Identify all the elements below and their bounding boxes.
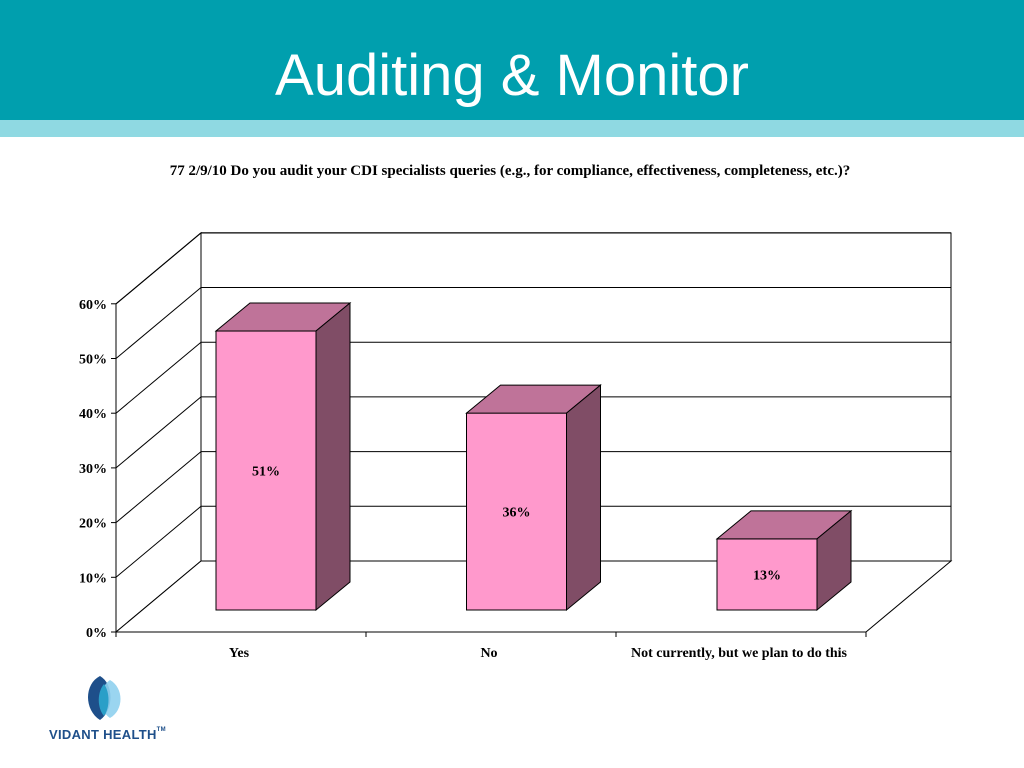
x-tick-label: No xyxy=(480,646,497,661)
x-tick-label: Not currently, but we plan to do this xyxy=(631,646,848,661)
vidant-logo-icon xyxy=(88,676,121,720)
bar-data-label: 13% xyxy=(753,568,781,583)
logo-text: VIDANT HEALTH xyxy=(49,727,157,742)
slide-title: Auditing & Monitor xyxy=(275,43,749,108)
bar-side xyxy=(315,301,351,612)
gridline xyxy=(115,505,202,578)
bar xyxy=(215,330,317,611)
gridline xyxy=(115,396,202,469)
header-band xyxy=(0,0,1024,120)
bar-data-label: 36% xyxy=(503,506,531,521)
bar-group: 36% xyxy=(465,384,602,612)
y-tick-label: 20% xyxy=(79,517,107,532)
bar xyxy=(466,412,567,611)
gridline xyxy=(115,451,202,523)
y-tick-label: 0% xyxy=(86,626,107,641)
gridline xyxy=(115,287,202,359)
y-tick-label: 50% xyxy=(79,353,107,368)
y-tick-label: 30% xyxy=(79,462,107,477)
logo-wordmark: VIDANT HEALTHTM xyxy=(49,727,166,742)
bar-group: 13% xyxy=(715,509,853,612)
bar-group: 51% xyxy=(214,301,352,612)
bar-side xyxy=(816,509,852,612)
bar xyxy=(716,538,818,611)
gridline xyxy=(115,232,202,305)
header-stripe xyxy=(0,120,1024,137)
gridline xyxy=(115,341,202,414)
y-tick-label: 10% xyxy=(79,571,107,586)
chart-title: 77 2/9/10 Do you audit your CDI speciali… xyxy=(169,163,851,179)
y-tick-label: 60% xyxy=(79,298,107,313)
y-tick-label: 40% xyxy=(79,407,107,422)
x-tick-label: Yes xyxy=(229,646,250,661)
bar-side xyxy=(566,384,601,612)
bar-data-label: 51% xyxy=(252,465,280,480)
logo-trademark: TM xyxy=(156,727,166,733)
